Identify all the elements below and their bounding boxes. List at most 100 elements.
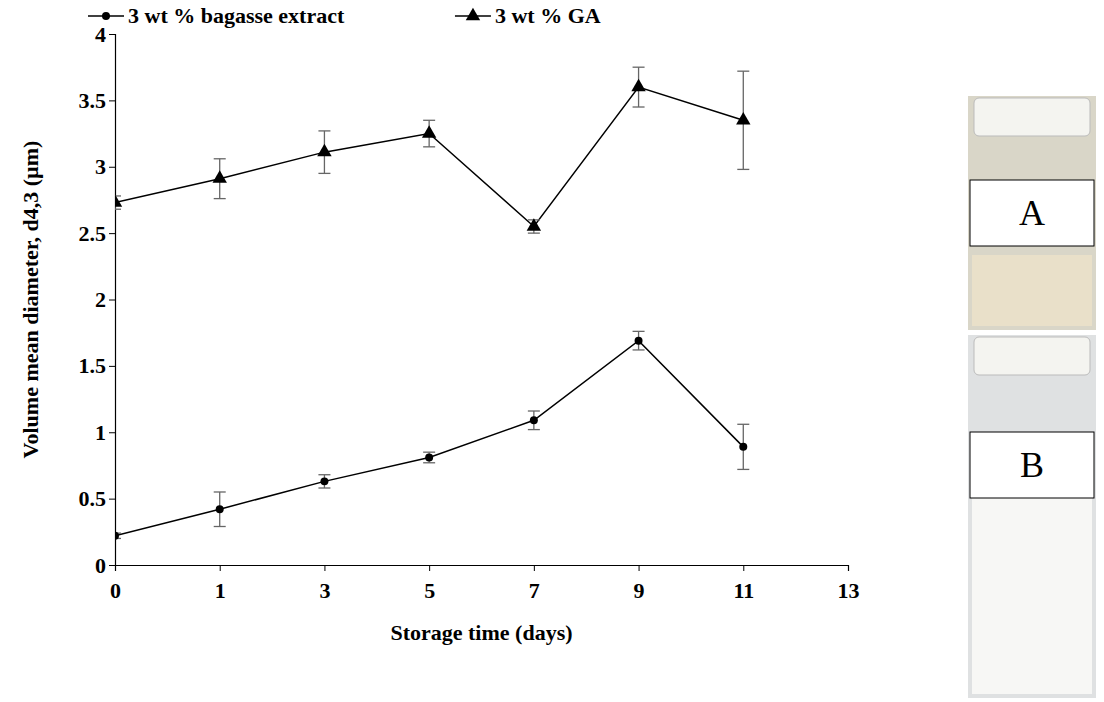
y-tick-mark: [109, 300, 115, 301]
plot-area: [115, 67, 750, 540]
vial-glass: [968, 335, 1096, 698]
series-line: [115, 341, 743, 536]
photo-label: B: [1020, 445, 1044, 485]
data-point: [736, 112, 750, 124]
legend-label: 3 wt % GA: [495, 3, 601, 28]
legend: 3 wt % bagasse extract 3 wt % GA: [88, 3, 601, 28]
error-bar: [318, 475, 330, 488]
x-tick: 11: [733, 565, 754, 603]
x-tick: 9: [634, 565, 645, 603]
x-tick-label: 3: [319, 578, 330, 603]
data-point: [631, 79, 645, 91]
legend-marker: [466, 8, 480, 20]
data-point: [115, 532, 119, 540]
x-tick-mark: [220, 565, 221, 571]
x-tick: 5: [424, 565, 435, 603]
sample-photos: AB: [968, 96, 1096, 698]
y-tick: 0.5: [79, 486, 116, 511]
x-axis-line: [116, 566, 849, 572]
y-tick-label: 3: [95, 154, 106, 179]
error-bar: [737, 424, 749, 469]
x-tick-label: 9: [634, 578, 645, 603]
x-axis: 0135791113: [110, 565, 860, 603]
legend-entry: 3 wt % bagasse extract: [88, 3, 345, 28]
x-tick-mark: [743, 565, 744, 571]
x-tick: 13: [838, 565, 860, 603]
photo-label: A: [1019, 193, 1045, 233]
y-tick: 3.5: [79, 88, 116, 113]
x-tick-label: 11: [733, 578, 754, 603]
y-tick-mark: [109, 565, 115, 566]
y-tick-label: 0.5: [79, 486, 107, 511]
vial-cap: [974, 337, 1090, 375]
y-tick-label: 0: [95, 553, 106, 578]
y-tick-mark: [109, 366, 115, 367]
data-point: [739, 443, 747, 451]
x-tick-label: 1: [215, 578, 226, 603]
y-tick-label: 1.5: [79, 353, 107, 378]
error-bar: [214, 492, 226, 527]
x-tick: 1: [215, 565, 226, 603]
x-tick-mark: [429, 565, 430, 571]
x-tick: 0: [110, 565, 121, 603]
vial-photo: A: [968, 96, 1096, 330]
y-tick-label: 1: [95, 420, 106, 445]
series-line: [115, 87, 743, 226]
y-tick-label: 2.5: [79, 221, 107, 246]
y-tick-mark: [109, 499, 115, 500]
y-tick-label: 4: [95, 22, 106, 47]
y-axis: 0 0.5 1 1.5 2 2.5 3 3.5 4: [79, 22, 116, 578]
vial-liquid: [972, 255, 1092, 326]
data-point: [213, 170, 227, 182]
error-bar: [528, 411, 540, 430]
y-tick-mark: [109, 100, 115, 101]
x-tick-label: 0: [110, 578, 121, 603]
data-point: [635, 337, 643, 345]
y-tick-mark: [109, 233, 115, 234]
vial-glass: [968, 96, 1096, 330]
legend-marker: [102, 12, 110, 20]
x-tick: 7: [529, 565, 540, 603]
error-bar: [423, 452, 435, 463]
y-tick-label: 2: [95, 287, 106, 312]
x-tick-mark: [848, 565, 849, 571]
y-tick: 3: [95, 154, 115, 179]
y-tick: 4: [95, 22, 115, 47]
y-tick: 0: [95, 553, 115, 578]
data-point: [115, 194, 122, 206]
data-point: [530, 416, 538, 424]
y-axis-line: [109, 35, 116, 566]
data-point: [216, 505, 224, 513]
legend-entry: 3 wt % GA: [455, 3, 601, 28]
x-tick-label: 5: [424, 578, 435, 603]
data-point: [320, 477, 328, 485]
photo-label-box: [970, 432, 1094, 498]
y-tick-mark: [109, 167, 115, 168]
y-tick-mark: [109, 432, 115, 433]
x-tick-label: 13: [838, 578, 860, 603]
x-tick-label: 7: [529, 578, 540, 603]
data-point: [425, 453, 433, 461]
vial-photo: B: [968, 335, 1096, 698]
x-tick-mark: [324, 565, 325, 571]
error-bar: [633, 331, 645, 350]
legend-label: 3 wt % bagasse extract: [128, 3, 345, 28]
x-tick-mark: [639, 565, 640, 571]
x-tick-mark: [115, 565, 116, 571]
data-point: [317, 144, 331, 156]
y-tick: 2: [95, 287, 115, 312]
y-tick: 1.5: [79, 353, 116, 378]
photo-label-box: [970, 180, 1094, 246]
y-axis-title: Volume mean diameter, d4,3 (µm): [18, 141, 43, 459]
x-tick-mark: [534, 565, 535, 571]
x-axis-title: Storage time (days): [390, 620, 572, 645]
x-tick: 3: [319, 565, 330, 603]
vial-cap: [974, 98, 1090, 136]
data-point: [527, 218, 541, 230]
chart: 00.511.522.533.540135791113Storage time …: [0, 0, 1104, 702]
y-tick: 1: [95, 420, 115, 445]
data-point: [422, 125, 436, 137]
y-tick-mark: [109, 34, 115, 35]
y-tick: 2.5: [79, 221, 116, 246]
y-tick-label: 3.5: [79, 88, 107, 113]
